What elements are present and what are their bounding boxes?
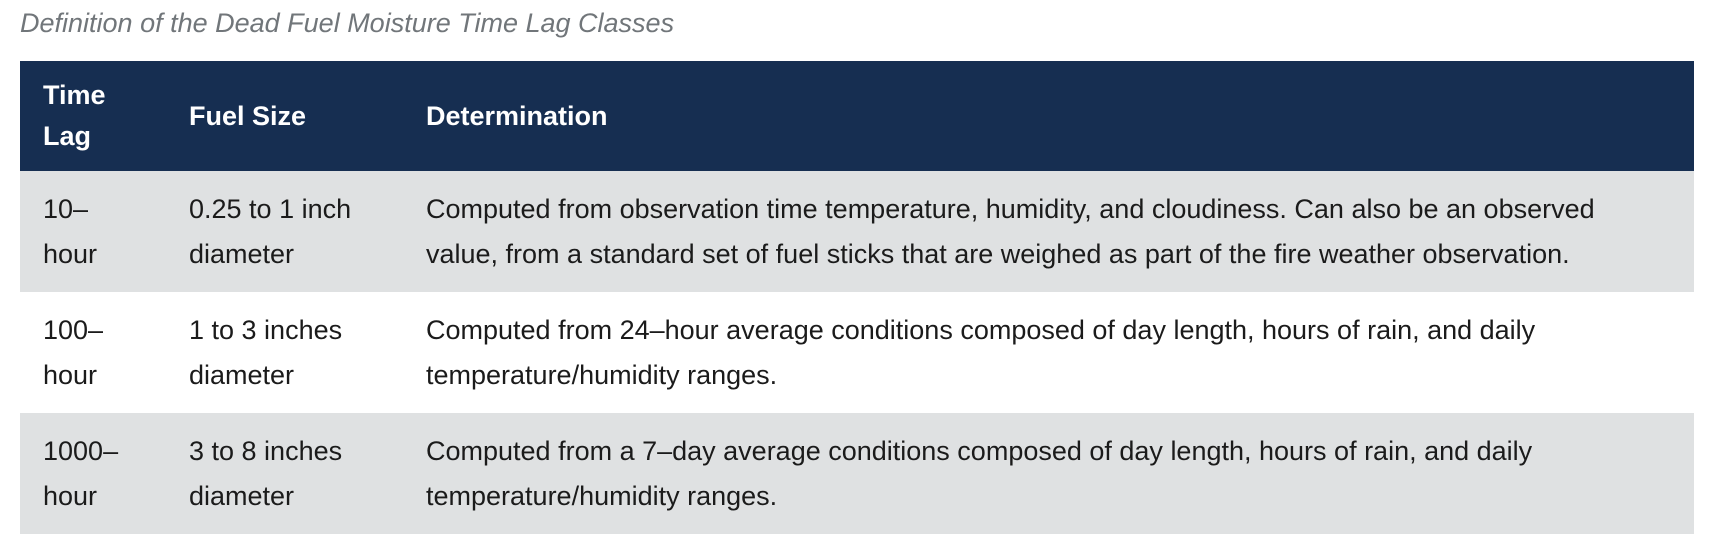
cell-time-lag: 1000–hour xyxy=(43,435,119,511)
table-header-row: Time Lag Fuel Size Determination xyxy=(20,61,1694,171)
cell-fuel-size: 0.25 to 1 inch diameter xyxy=(189,193,352,269)
cell-fuel-size: 1 to 3 inches diameter xyxy=(189,314,343,390)
table-row: 1000–hour 3 to 8 inches diameter Compute… xyxy=(20,413,1694,534)
header-time-lag: Time Lag xyxy=(43,80,106,151)
header-fuel-size: Fuel Size xyxy=(189,100,307,131)
cell-determination: Computed from observation time temperatu… xyxy=(426,193,1595,269)
cell-determination: Computed from 24–hour average conditions… xyxy=(426,314,1536,390)
table-row: 100–hour 1 to 3 inches diameter Computed… xyxy=(20,292,1694,413)
time-lag-table: Time Lag Fuel Size Determination 10–hour… xyxy=(20,61,1694,534)
cell-time-lag: 100–hour xyxy=(43,314,104,390)
cell-time-lag: 10–hour xyxy=(43,193,98,269)
cell-determination: Computed from a 7–day average conditions… xyxy=(426,435,1533,511)
table-caption: Definition of the Dead Fuel Moisture Tim… xyxy=(20,8,675,38)
header-determination: Determination xyxy=(426,100,608,131)
cell-fuel-size: 3 to 8 inches diameter xyxy=(189,435,343,511)
table-row: 10–hour 0.25 to 1 inch diameter Computed… xyxy=(20,171,1694,292)
